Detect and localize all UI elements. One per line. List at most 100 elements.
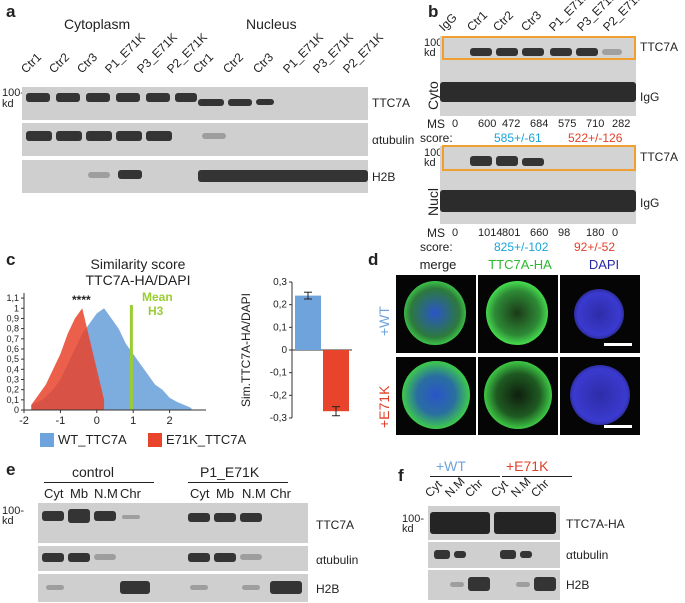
lane-label: Cyt	[488, 477, 511, 500]
lane-label: Chr	[270, 486, 291, 501]
image-e71k-merge	[396, 357, 476, 435]
similarity-title-2: TTC7A-HA/DAPI	[85, 272, 191, 288]
band	[146, 93, 170, 102]
e-row-label-ttc7a: TTC7A	[316, 518, 355, 532]
band	[94, 554, 116, 560]
image-wt-merge	[396, 275, 476, 353]
highlight-box-cyto	[442, 36, 636, 60]
lane-label: Ctr3	[518, 8, 545, 34]
blot-f-tubulin	[428, 542, 560, 568]
y-tick-label: 0,2	[6, 385, 19, 395]
lane-label: Ctr1	[18, 50, 45, 76]
legend-swatch-e71k	[148, 432, 162, 447]
band	[470, 48, 492, 56]
cyto-score-label: score:	[420, 131, 453, 145]
y-tick-label: 0,5	[6, 354, 19, 364]
y-tick-label: 0,6	[6, 344, 19, 354]
x-tick-label: 0	[94, 415, 100, 425]
cell	[484, 361, 552, 429]
band	[576, 48, 598, 56]
panel-a-label: a	[6, 2, 16, 21]
blot-e-h2b	[38, 574, 308, 602]
row-label-ttc7a: TTC7A	[372, 96, 411, 110]
cyto-side-label: Cyto	[425, 81, 441, 110]
band	[440, 82, 636, 102]
y-tick-label: 1,1	[6, 293, 19, 303]
ms-value: 1014	[478, 227, 503, 239]
cell	[570, 365, 630, 425]
y-tick-label: 0,9	[6, 313, 19, 323]
nucl-patient-mean: 92+/-52	[574, 240, 616, 254]
panel-e-marker: 100- kd	[2, 506, 24, 527]
x-tick-label: 1	[130, 415, 136, 425]
band	[198, 170, 368, 182]
band	[146, 131, 172, 141]
cyto-band-label: TTC7A	[640, 40, 679, 54]
blot-f-h2b	[428, 570, 560, 600]
band	[86, 93, 110, 102]
band	[516, 582, 530, 587]
band	[56, 93, 80, 102]
band	[188, 513, 210, 522]
col-ttc7a-ha: TTC7A-HA	[488, 257, 552, 272]
lane-label: N.M	[94, 486, 118, 501]
band	[214, 553, 236, 562]
band	[94, 511, 116, 521]
band	[550, 48, 572, 56]
cell	[402, 361, 470, 429]
lane-label: Ctr2	[46, 50, 73, 76]
similarity-bar-chart: 0,3 0,2 0,1 0 -0,1 -0,2 -0,3 Sim.TTC7A-HA/DAPI	[239, 277, 352, 424]
lane-label: Ctr2	[220, 50, 247, 76]
ms-value: 0	[452, 118, 459, 130]
similarity-title-1: Similarity score	[90, 256, 186, 272]
band	[450, 582, 464, 587]
ms-value: 0	[612, 227, 619, 239]
f-group-wt: +WT	[436, 458, 466, 474]
nucl-score-label: score:	[420, 240, 453, 254]
row-label-e71k: +E71K	[376, 385, 392, 428]
y-tick-label: 0,7	[6, 334, 19, 344]
nucl-igg-label: IgG	[640, 196, 660, 210]
lane-label: Ctr3	[250, 50, 277, 76]
legend-label-e71k: E71K_TTC7A	[166, 432, 247, 447]
y-tick-label: 0,2	[273, 300, 287, 311]
nucleus-group-label: Nucleus	[246, 16, 297, 32]
blot-a-ttc7a	[22, 87, 368, 120]
legend-e71k: E71K_TTC7A	[148, 432, 246, 447]
panel-f-label: f	[398, 466, 404, 485]
x-tick-label: 2	[167, 415, 173, 425]
panel-b-marker-cyto: 100- kd	[424, 38, 446, 59]
ms-value: 660	[530, 227, 549, 239]
lane-label: Mb	[216, 486, 235, 501]
band	[175, 93, 197, 102]
panel-a-marker: 100- kd	[2, 88, 24, 110]
x-tick-label: -2	[19, 415, 29, 425]
col-dapi: DAPI	[588, 257, 620, 272]
blot-f-ttc7a-ha	[428, 506, 560, 540]
cell	[486, 281, 548, 345]
band	[454, 551, 466, 558]
band	[500, 550, 516, 559]
band	[46, 585, 64, 590]
blot-e-ttc7a	[38, 503, 308, 543]
band	[42, 511, 64, 521]
y-tick-label: 0	[281, 345, 287, 356]
cyto-ctrl-mean: 585+/-61	[494, 131, 542, 145]
cell	[574, 289, 624, 339]
highlight-box-nucl	[442, 145, 636, 171]
lane-label: Ctr3	[74, 50, 101, 76]
band	[26, 93, 50, 102]
y-tick-label: -0,3	[270, 413, 288, 424]
ms-value: 600	[478, 118, 497, 130]
marker-size: 100-	[424, 147, 447, 159]
band	[190, 585, 208, 590]
blot-b-nucl	[440, 146, 636, 224]
mean-h3-label-2: H3	[148, 304, 164, 318]
band	[520, 551, 532, 558]
image-e71k-ttc7a	[478, 357, 558, 435]
scale-bar	[604, 425, 632, 428]
nucl-ms-label: MS	[427, 226, 445, 240]
band	[440, 190, 636, 212]
y-tick-label: 0,3	[273, 277, 287, 288]
f-row-label-tubulin: αtubulin	[566, 548, 609, 562]
